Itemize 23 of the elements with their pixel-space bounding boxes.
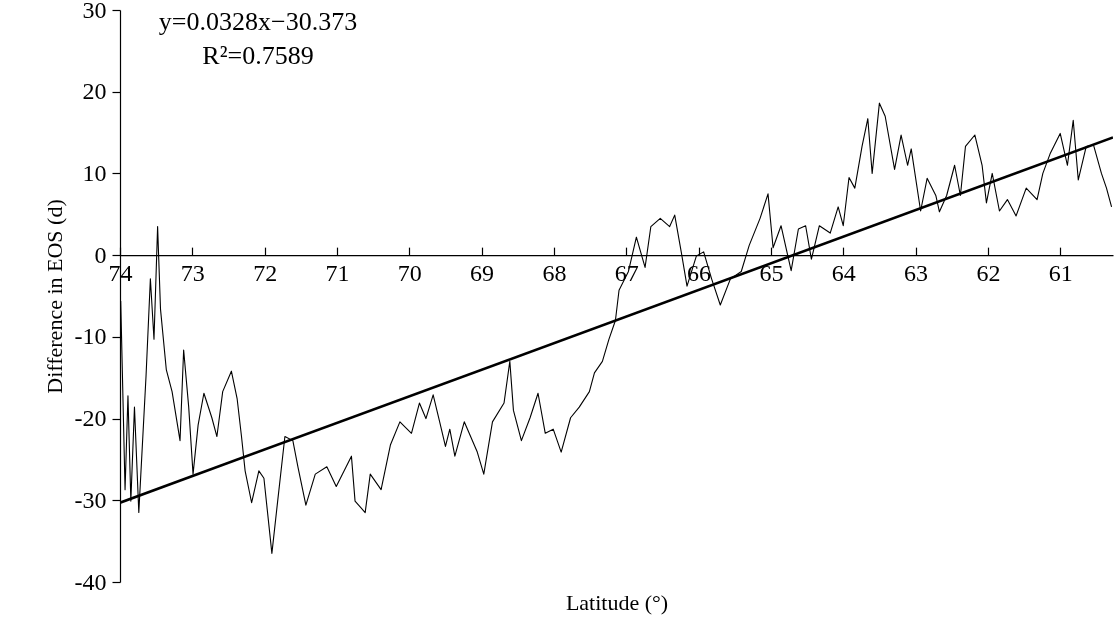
x-tick-label: 62: [976, 259, 1001, 286]
x-tick-label: 72: [253, 259, 278, 286]
annotation: y=0.0328x−30.373: [158, 7, 358, 36]
y-axis-title: Difference in EOS (d): [41, 199, 67, 394]
y-tick-label: 20: [82, 78, 107, 105]
y-tick-label: -40: [74, 568, 107, 595]
y-tick-label: -30: [74, 486, 107, 513]
x-tick-label: 68: [542, 259, 567, 286]
y-tick-label: -20: [74, 405, 107, 432]
annotation: R²=0.7589: [202, 41, 314, 70]
x-tick-label: 65: [759, 259, 784, 286]
y-tick-label: 30: [82, 0, 107, 23]
x-tick-label: 73: [180, 259, 205, 286]
x-axis-title: Latitude (°): [565, 589, 669, 615]
x-tick-label: 64: [831, 259, 856, 286]
x-tick-label: 61: [1048, 259, 1073, 286]
x-tick-label: 71: [325, 259, 350, 286]
y-tick-label: 0: [94, 241, 107, 268]
x-tick-label: 63: [904, 259, 929, 286]
x-tick-label: 70: [397, 259, 422, 286]
y-tick-label: -10: [74, 323, 107, 350]
y-tick-label: 10: [82, 159, 107, 186]
x-tick-label: 69: [470, 259, 495, 286]
